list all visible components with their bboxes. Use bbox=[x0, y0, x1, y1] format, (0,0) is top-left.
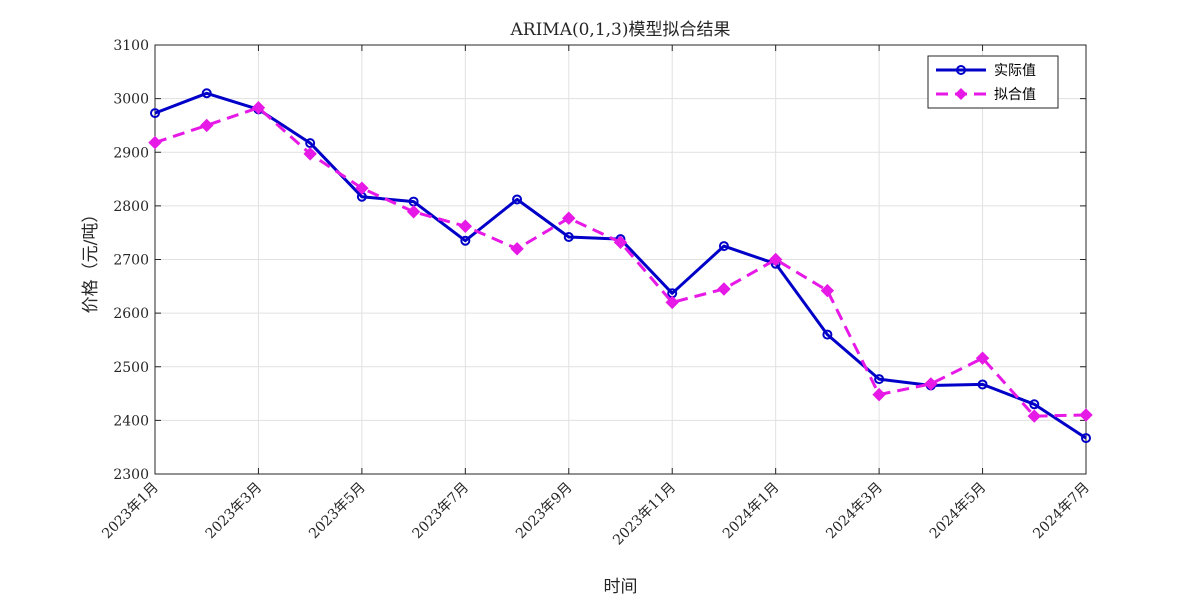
data-point-series-2 bbox=[717, 282, 731, 296]
data-point-series-2 bbox=[820, 283, 835, 298]
data-point-series-2 bbox=[148, 135, 162, 150]
data-point-series-2 bbox=[510, 242, 524, 256]
data-point-series-1 bbox=[1081, 433, 1091, 444]
data-point-series-2 bbox=[924, 377, 938, 391]
x-axis-title: 时间 bbox=[604, 577, 638, 597]
y-tick-label: 2400 bbox=[113, 413, 149, 429]
data-point-series-2 bbox=[872, 387, 886, 402]
data-point-series-2 bbox=[303, 147, 317, 161]
y-tick-label: 2800 bbox=[113, 199, 149, 215]
legend-marker-1 bbox=[956, 65, 966, 75]
chart-title: ARIMA(0,1,3)模型拟合结果 bbox=[510, 20, 731, 40]
data-point-series-1 bbox=[874, 374, 885, 385]
data-point-series-1 bbox=[305, 138, 316, 149]
y-tick-label: 2300 bbox=[113, 467, 149, 483]
y-tick-label: 2500 bbox=[113, 360, 149, 376]
series-group bbox=[148, 88, 1093, 444]
data-point-series-1 bbox=[718, 241, 729, 252]
data-point-series-2 bbox=[1027, 409, 1041, 423]
data-point-series-2 bbox=[768, 252, 783, 267]
data-point-series-2 bbox=[251, 101, 266, 115]
data-point-series-1 bbox=[563, 231, 574, 242]
y-tick-label: 2700 bbox=[113, 253, 149, 269]
y-axis-title: 价格（元/吨） bbox=[81, 206, 101, 314]
data-point-series-2 bbox=[406, 205, 421, 219]
legend-box bbox=[927, 55, 1059, 109]
legend-marker-2 bbox=[955, 88, 967, 100]
data-point-series-2 bbox=[613, 235, 628, 250]
y-tick-label: 3000 bbox=[113, 92, 149, 108]
data-point-series-1 bbox=[150, 108, 160, 119]
legend-label-1: 实际值 bbox=[994, 63, 1036, 79]
data-point-series-2 bbox=[355, 181, 369, 195]
data-point-series-1 bbox=[1029, 399, 1040, 410]
data-point-series-2 bbox=[665, 295, 679, 310]
legend-label-2: 拟合值 bbox=[994, 87, 1036, 103]
data-point-series-2 bbox=[562, 211, 576, 225]
y-tick-label: 2600 bbox=[113, 306, 149, 322]
data-point-series-2 bbox=[1079, 408, 1093, 422]
data-point-series-2 bbox=[458, 219, 473, 233]
data-point-series-1 bbox=[822, 329, 833, 340]
data-point-series-1 bbox=[977, 379, 988, 390]
data-point-series-1 bbox=[460, 235, 471, 246]
data-point-series-2 bbox=[200, 118, 214, 133]
data-point-series-1 bbox=[512, 194, 523, 205]
data-point-series-2 bbox=[975, 351, 990, 365]
data-point-series-1 bbox=[201, 88, 212, 99]
y-tick-label: 3100 bbox=[113, 38, 149, 54]
y-tick-label: 2900 bbox=[113, 145, 149, 161]
